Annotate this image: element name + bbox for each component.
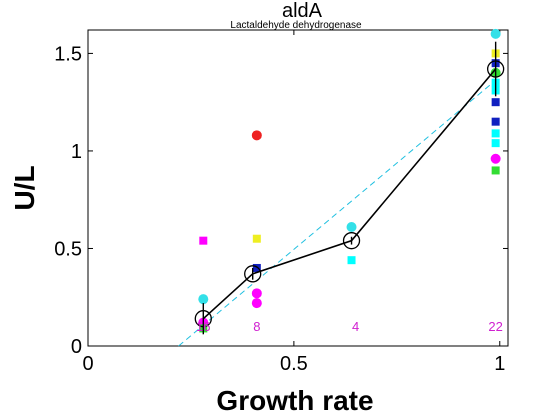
count-labels: 16 8 4 22 [196,319,503,334]
sample-count-label: 16 [196,319,210,334]
y-axis-label: U/L [9,165,40,210]
x-tick-label: 0 [82,353,93,375]
fit-line [178,76,501,347]
data-point [251,298,262,309]
data-point [347,256,356,265]
mean-marker [486,60,505,78]
data-point [490,153,501,164]
mean-marker [194,310,212,328]
data-point [199,236,208,245]
y-tick-label: 1.5 [54,43,82,65]
data-point [491,129,500,138]
axes: 0 0.5 1 0 0.5 1 1.5 [54,30,508,375]
mean-line-layer [194,41,505,335]
x-tick-label: 1 [494,353,505,375]
y-tick-label: 1 [71,141,82,163]
fit-line-layer [178,76,501,347]
y-tick-label: 0.5 [54,238,82,260]
x-tick-label: 0.5 [280,353,308,375]
chart-subtitle: Lactaldehyde dehydrogenase [230,20,362,31]
data-point [252,263,261,272]
mean-marker [342,232,361,250]
data-point [251,288,262,299]
data-point [491,139,500,148]
mean-line [202,68,497,320]
data-point [251,130,262,141]
mean-marker [244,265,262,283]
data-point [491,117,500,126]
data-point [491,166,500,175]
data-point [346,222,357,233]
data-point [198,294,209,305]
plot-frame [87,29,509,347]
chart-title: aldA [282,0,323,22]
data-point [490,28,501,39]
sample-count-label: 22 [488,319,502,334]
sample-count-label: 4 [352,319,359,334]
x-axis-label: Growth rate [216,385,373,416]
y-tick-label: 0 [71,336,82,358]
sample-count-label: 8 [253,319,260,334]
data-point [252,234,261,243]
points-layer [198,28,501,333]
data-point [491,98,500,107]
